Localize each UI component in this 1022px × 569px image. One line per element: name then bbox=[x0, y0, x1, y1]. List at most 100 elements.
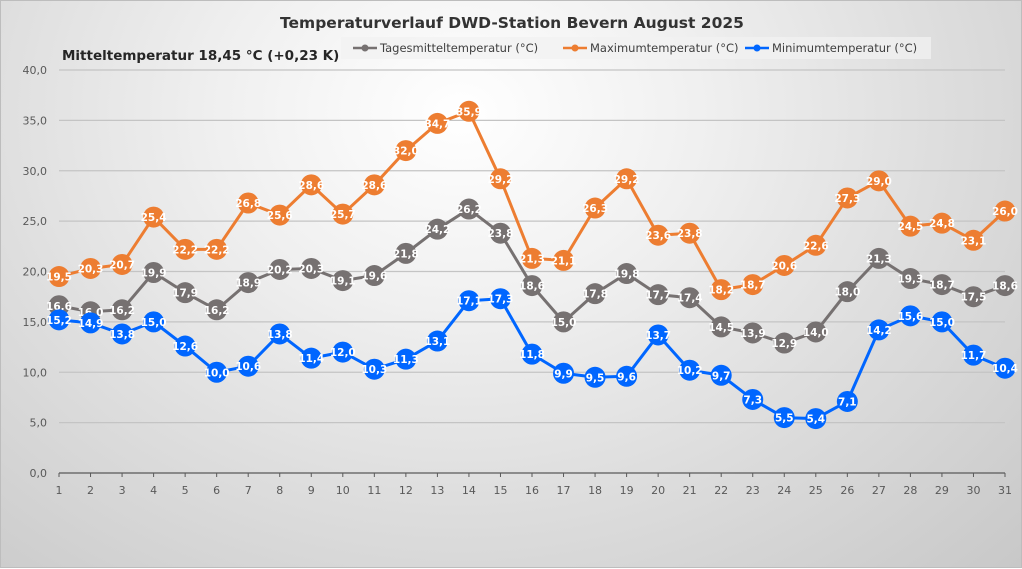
data-point[interactable] bbox=[616, 263, 638, 285]
data-point[interactable] bbox=[48, 266, 70, 288]
data-point[interactable] bbox=[269, 258, 291, 280]
data-point[interactable] bbox=[679, 287, 701, 309]
data-point[interactable] bbox=[111, 323, 133, 345]
data-point[interactable] bbox=[868, 319, 890, 341]
data-point[interactable] bbox=[742, 322, 764, 344]
data-point[interactable] bbox=[710, 279, 732, 301]
data-point[interactable] bbox=[584, 366, 606, 388]
data-point[interactable] bbox=[237, 355, 259, 377]
data-point[interactable] bbox=[868, 170, 890, 192]
data-point[interactable] bbox=[553, 362, 575, 384]
data-point[interactable] bbox=[647, 284, 669, 306]
data-point[interactable] bbox=[458, 198, 480, 220]
data-point[interactable] bbox=[931, 274, 953, 296]
data-point[interactable] bbox=[206, 238, 228, 260]
data-point[interactable] bbox=[489, 222, 511, 244]
data-point[interactable] bbox=[174, 282, 196, 304]
data-point[interactable] bbox=[300, 257, 322, 279]
y-tick-label: 35,0 bbox=[23, 114, 48, 127]
data-point[interactable] bbox=[174, 335, 196, 357]
data-point[interactable] bbox=[363, 358, 385, 380]
data-point[interactable] bbox=[931, 311, 953, 333]
data-point[interactable] bbox=[994, 275, 1016, 297]
data-point[interactable] bbox=[836, 281, 858, 303]
data-point[interactable] bbox=[836, 187, 858, 209]
data-point[interactable] bbox=[584, 197, 606, 219]
data-point[interactable] bbox=[458, 100, 480, 122]
data-point[interactable] bbox=[426, 112, 448, 134]
data-point[interactable] bbox=[300, 174, 322, 196]
data-point[interactable] bbox=[773, 254, 795, 276]
data-point[interactable] bbox=[237, 272, 259, 294]
x-tick-label: 31 bbox=[998, 484, 1012, 497]
data-point[interactable] bbox=[269, 204, 291, 226]
data-point[interactable] bbox=[899, 268, 921, 290]
data-point[interactable] bbox=[994, 357, 1016, 379]
data-label: 14,2 bbox=[866, 325, 892, 337]
data-point[interactable] bbox=[458, 290, 480, 312]
data-point[interactable] bbox=[616, 365, 638, 387]
data-point[interactable] bbox=[679, 222, 701, 244]
data-point[interactable] bbox=[111, 299, 133, 321]
data-point[interactable] bbox=[237, 192, 259, 214]
data-point[interactable] bbox=[647, 324, 669, 346]
data-point[interactable] bbox=[679, 359, 701, 381]
data-point[interactable] bbox=[426, 330, 448, 352]
data-point[interactable] bbox=[269, 323, 291, 345]
data-point[interactable] bbox=[300, 347, 322, 369]
legend-item[interactable]: Maximumtemperatur (°C) bbox=[563, 41, 739, 55]
data-point[interactable] bbox=[395, 242, 417, 264]
data-point[interactable] bbox=[143, 262, 165, 284]
data-point[interactable] bbox=[994, 200, 1016, 222]
data-point[interactable] bbox=[521, 247, 543, 269]
data-point[interactable] bbox=[174, 238, 196, 260]
series-2: 15,2 14,9 13,8 15,0 12,6 10,0 10,6 13,8 11,4 12,0… bbox=[46, 288, 1018, 430]
data-point[interactable] bbox=[836, 390, 858, 412]
data-point[interactable] bbox=[143, 311, 165, 333]
data-point[interactable] bbox=[332, 341, 354, 363]
data-point[interactable] bbox=[206, 299, 228, 321]
data-point[interactable] bbox=[931, 212, 953, 234]
data-point[interactable] bbox=[363, 174, 385, 196]
data-point[interactable] bbox=[363, 265, 385, 287]
data-point[interactable] bbox=[553, 311, 575, 333]
data-point[interactable] bbox=[647, 224, 669, 246]
data-point[interactable] bbox=[616, 168, 638, 190]
data-point[interactable] bbox=[805, 321, 827, 343]
data-point[interactable] bbox=[521, 343, 543, 365]
data-point[interactable] bbox=[426, 218, 448, 240]
data-point[interactable] bbox=[899, 305, 921, 327]
x-tick-label: 5 bbox=[182, 484, 189, 497]
data-point[interactable] bbox=[962, 229, 984, 251]
data-point[interactable] bbox=[710, 316, 732, 338]
legend-item[interactable]: Minimumtemperatur (°C) bbox=[745, 41, 917, 55]
data-point[interactable] bbox=[742, 388, 764, 410]
data-point[interactable] bbox=[805, 408, 827, 430]
data-point[interactable] bbox=[395, 140, 417, 162]
data-point[interactable] bbox=[962, 286, 984, 308]
data-point[interactable] bbox=[111, 253, 133, 275]
data-point[interactable] bbox=[962, 344, 984, 366]
data-point[interactable] bbox=[48, 309, 70, 331]
data-point[interactable] bbox=[206, 361, 228, 383]
legend-item[interactable]: Tagesmitteltemperatur (°C) bbox=[353, 41, 538, 55]
data-point[interactable] bbox=[553, 249, 575, 271]
data-point[interactable] bbox=[80, 257, 102, 279]
data-point[interactable] bbox=[332, 270, 354, 292]
data-point[interactable] bbox=[80, 312, 102, 334]
x-tick-label: 30 bbox=[966, 484, 980, 497]
data-point[interactable] bbox=[710, 364, 732, 386]
data-point[interactable] bbox=[899, 215, 921, 237]
data-point[interactable] bbox=[489, 288, 511, 310]
data-point[interactable] bbox=[395, 348, 417, 370]
data-point[interactable] bbox=[868, 247, 890, 269]
data-point[interactable] bbox=[521, 275, 543, 297]
data-point[interactable] bbox=[143, 206, 165, 228]
data-point[interactable] bbox=[773, 332, 795, 354]
data-point[interactable] bbox=[489, 168, 511, 190]
data-point[interactable] bbox=[805, 234, 827, 256]
data-point[interactable] bbox=[742, 274, 764, 296]
data-point[interactable] bbox=[584, 283, 606, 305]
data-point[interactable] bbox=[332, 203, 354, 225]
data-point[interactable] bbox=[773, 407, 795, 429]
